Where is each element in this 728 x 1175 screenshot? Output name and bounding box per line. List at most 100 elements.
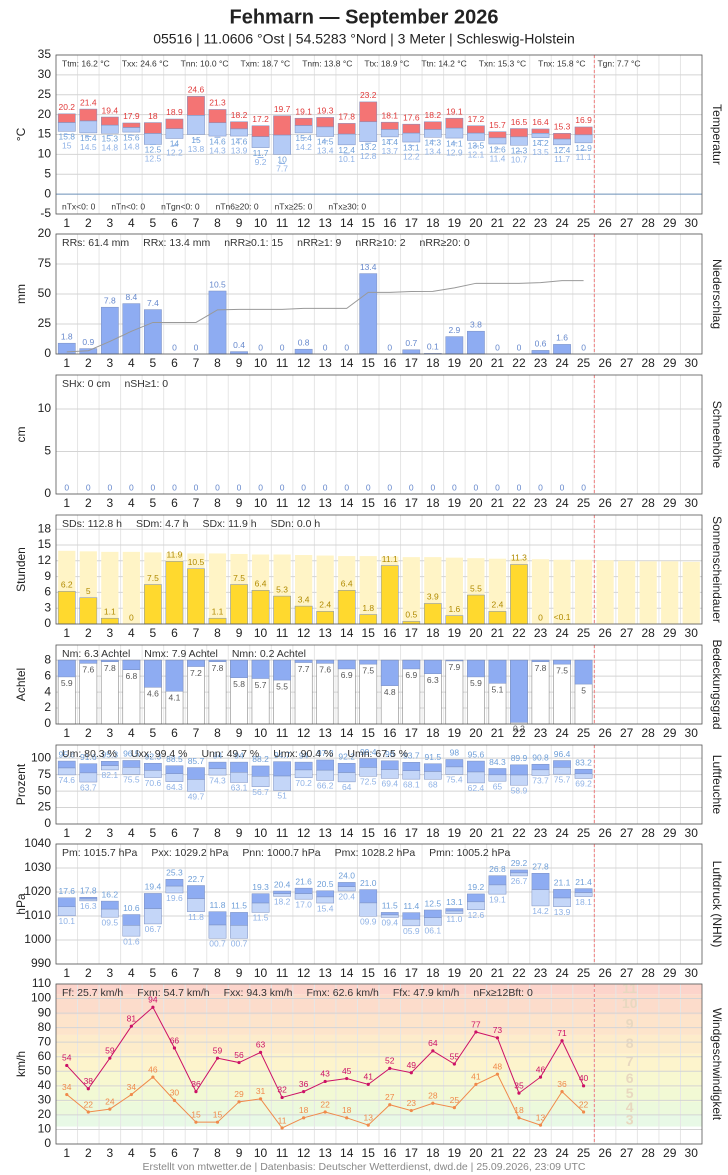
value-label: 14.8 [123,141,140,151]
range-high [359,101,378,123]
x-tick-label: 13 [318,1146,332,1160]
y-axis-label: hPa [14,893,28,915]
x-tick-label: 25 [577,626,591,640]
x-tick-label: 16 [383,1146,397,1160]
value-label: 41 [471,1072,481,1082]
x-tick-label: 10 [254,726,268,740]
bar [531,350,550,355]
x-tick-label: 10 [254,356,268,370]
value-label: 71 [557,1028,567,1038]
range-high [230,121,248,130]
value-label: 21.4 [575,877,592,887]
point [151,1005,155,1009]
point [280,1126,284,1130]
x-tick-label: 9 [236,1146,243,1160]
clear-sky [165,659,184,692]
beaufort-label: 5 [626,1085,634,1101]
value-label: 11.7 [253,148,269,158]
stat-label: RRs: 61.4 mm [62,237,129,249]
value-label: 18.2 [231,110,248,120]
y-tick-label: 20 [38,107,52,121]
value-label: 88.5 [166,754,183,764]
value-label: 88.2 [252,754,269,764]
value-label: 0 [474,482,479,492]
clear-sky [445,659,464,662]
x-tick-label: 26 [598,1146,612,1160]
x-tick-label: 11 [276,216,289,230]
x-tick-label: 14 [340,966,354,980]
value-label: 25.3 [166,868,183,878]
value-label: 19.3 [317,106,334,116]
x-tick-label: 25 [577,496,591,510]
value-label: 91.6 [80,752,97,762]
value-label: 12.1 [468,150,485,160]
possible-bar [488,558,507,624]
value-label: 7.8 [104,663,116,673]
bar [359,273,378,355]
value-label: 12.2 [166,148,183,158]
bar [187,568,205,625]
value-label: 15 [191,1109,201,1119]
x-tick-label: 4 [128,626,135,640]
value-label: 0 [129,612,134,622]
x-tick-label: 4 [128,726,135,740]
range-high [273,761,291,777]
value-label: 19.1 [295,106,312,116]
x-tick-label: 6 [171,496,178,510]
value-label: 99.4 [360,747,377,757]
value-label: 7.5 [147,573,159,583]
x-tick-label: 23 [534,216,548,230]
range-high [251,893,270,904]
x-tick-label: 30 [685,216,699,230]
range-low [423,771,442,780]
x-tick-label: 8 [214,356,221,370]
bar [510,564,528,625]
value-label: 18.1 [575,897,592,907]
point [108,1056,112,1060]
point [474,1082,478,1086]
point [581,1084,586,1088]
x-tick-label: 27 [620,216,634,230]
range-low [208,768,227,776]
range-low [165,128,184,139]
x-tick-label: 11 [276,966,289,980]
x-tick-label: 25 [577,216,591,230]
x-tick-label: 26 [598,726,612,740]
value-label: 56.7 [252,787,269,797]
point [258,1097,263,1101]
range-low [57,122,76,132]
y-tick-label: 30 [38,1093,52,1107]
value-label: 0 [323,482,328,492]
clear-sky [230,659,248,678]
value-label: 27 [385,1092,395,1102]
value-label: 0.6 [535,339,547,349]
x-tick-label: 29 [663,496,677,510]
value-label: 15.3 [554,122,571,132]
x-tick-label: 5 [150,216,157,230]
value-label: 29.2 [511,858,528,868]
y-tick-label: 35 [38,47,52,61]
x-tick-label: 30 [685,356,699,370]
x-tick-label: 16 [383,626,397,640]
y-tick-label: 1000 [24,932,51,946]
value-label: 75.7 [554,774,571,784]
bar [79,597,98,625]
x-tick-label: 30 [685,626,699,640]
x-tick-label: 10 [254,216,268,230]
bar [100,306,119,355]
value-label: 1.6 [448,604,460,614]
range-high [100,900,119,910]
y-tick-label: 20 [38,226,52,240]
bar [488,611,507,625]
range-low [380,769,399,779]
y-tick-label: 0 [44,186,51,200]
range-low [251,902,270,913]
x-tick-label: 5 [150,826,157,840]
value-label: 12.5 [145,154,162,164]
x-tick-label: 7 [193,966,200,980]
clear-sky [273,659,291,681]
value-label: 6.9 [405,670,417,680]
point [495,1036,500,1040]
value-label: 51 [277,791,287,801]
point [452,1106,456,1110]
